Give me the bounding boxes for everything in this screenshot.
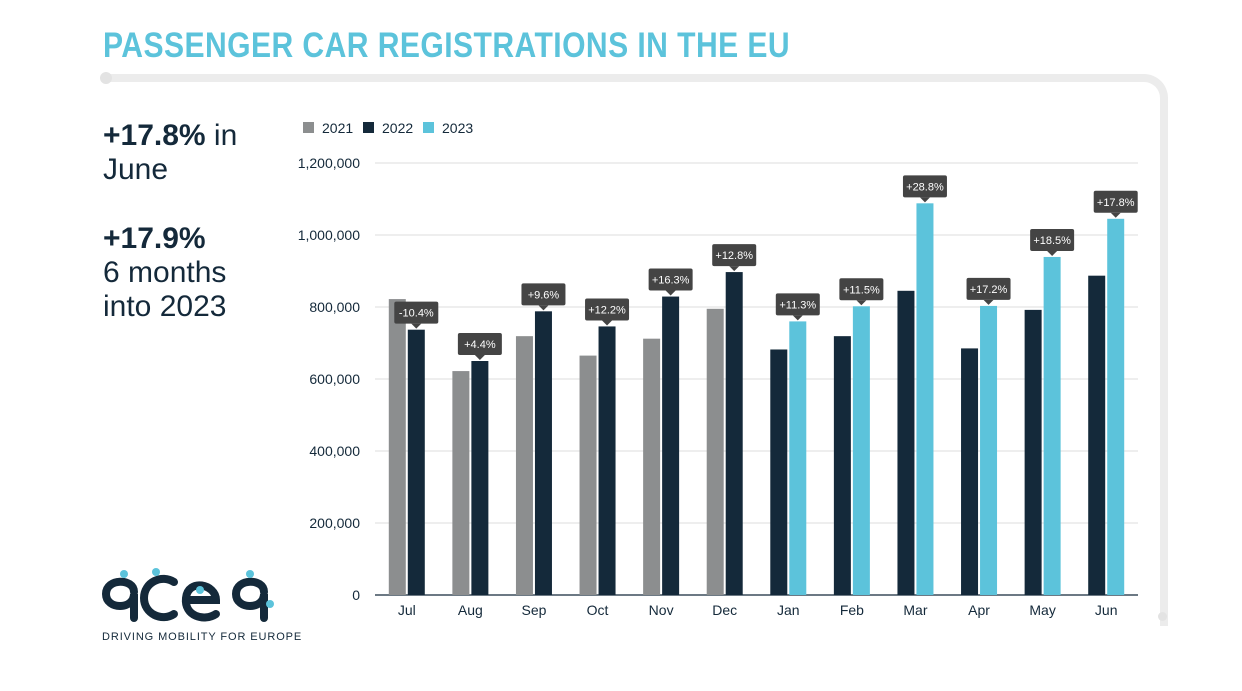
kpi-june-suffix: in June <box>103 119 238 186</box>
data-label: +4.4% <box>464 339 496 351</box>
bar-2022-dec <box>725 272 743 595</box>
bar-2022-jan <box>770 349 788 595</box>
callout-pointer <box>602 320 613 326</box>
callout-pointer <box>729 266 740 272</box>
acea-logo <box>101 568 274 622</box>
bar-2021-nov <box>643 338 661 595</box>
callout-box <box>966 277 1011 300</box>
legend-label-2021: 2021 <box>322 120 353 136</box>
y-tick-label: 400,000 <box>309 443 360 459</box>
x-tick-label: Jun <box>1095 602 1118 618</box>
callout-pointer <box>983 299 994 305</box>
callout-pointer <box>1047 250 1058 256</box>
kpi-june-value: +17.8% <box>103 119 206 152</box>
callout-box <box>521 283 566 306</box>
bar-2021-aug <box>452 371 470 595</box>
callout-pointer <box>792 315 803 321</box>
x-tick-label: Jan <box>777 602 800 618</box>
data-label: +11.5% <box>843 284 880 296</box>
bar-2022-sep <box>534 311 552 595</box>
bar-2022-jul <box>407 329 425 595</box>
callout-pointer <box>919 197 930 203</box>
bar-2021-jul <box>388 299 406 595</box>
callout-box <box>775 293 820 316</box>
kpi-june: +17.8% in June <box>103 119 273 187</box>
data-label: +9.6% <box>528 289 560 301</box>
bar-2023-jun <box>1107 218 1125 596</box>
legend-swatch-2023 <box>423 122 434 133</box>
kpi-ytd-value: +17.9% <box>103 222 206 255</box>
y-tick-label: 800,000 <box>309 299 360 315</box>
y-tick-label: 1,200,000 <box>298 155 360 171</box>
y-tick-label: 1,000,000 <box>298 227 360 243</box>
x-tick-label: Aug <box>458 602 483 618</box>
callout-pointer <box>665 290 676 296</box>
kpi-ytd-line2: into 2023 <box>103 290 227 323</box>
legend-swatch-2022 <box>363 122 374 133</box>
chart-frame <box>104 74 1168 626</box>
bar-2021-sep <box>515 336 533 595</box>
bar-2022-apr <box>961 348 979 595</box>
x-tick-label: Apr <box>968 602 990 618</box>
data-label: -10.4% <box>399 308 434 320</box>
bar-2021-oct <box>579 355 597 595</box>
callout-pointer <box>411 323 422 329</box>
callout-box <box>839 278 884 301</box>
bar-2023-may <box>1043 256 1061 595</box>
legend-label-2022: 2022 <box>382 120 413 136</box>
data-label: +28.8% <box>906 181 944 193</box>
bar-2023-mar <box>916 203 934 595</box>
data-label: +18.5% <box>1033 235 1071 247</box>
callout-pointer <box>1110 212 1121 218</box>
callout-box <box>712 244 757 267</box>
data-label: +16.3% <box>652 275 690 287</box>
callout-box <box>1030 228 1075 251</box>
x-tick-label: Nov <box>649 602 674 618</box>
bar-2022-feb <box>833 336 851 595</box>
bar-2022-mar <box>897 290 915 595</box>
x-tick-label: May <box>1029 602 1055 618</box>
data-label: +17.8% <box>1097 197 1135 209</box>
callout-box <box>585 298 630 321</box>
bar-2023-feb <box>852 306 870 595</box>
data-label: +17.2% <box>970 284 1008 296</box>
bar-2023-jan <box>789 321 807 595</box>
x-tick-label: Mar <box>903 602 927 618</box>
frame-dot-bottom <box>1158 612 1167 621</box>
frame-dot-left <box>100 72 112 84</box>
logo-tagline: DRIVING MOBILITY FOR EUROPE <box>102 631 303 643</box>
y-tick-label: 0 <box>352 587 360 603</box>
x-tick-label: Dec <box>712 602 737 618</box>
y-tick-label: 200,000 <box>309 515 360 531</box>
kpi-ytd: +17.9% 6 months into 2023 <box>103 222 273 324</box>
callout-pointer <box>474 355 485 360</box>
x-tick-label: Oct <box>587 602 609 618</box>
x-tick-label: Sep <box>521 602 546 618</box>
x-tick-label: Feb <box>840 602 864 618</box>
callout-box <box>457 333 502 355</box>
y-tick-label: 600,000 <box>309 371 360 387</box>
bar-2022-may <box>1024 309 1042 595</box>
data-label: +12.8% <box>715 250 753 262</box>
bar-2022-oct <box>598 326 616 595</box>
callout-pointer <box>856 300 867 306</box>
bar-2022-jun <box>1088 275 1106 595</box>
bar-2023-apr <box>980 305 998 595</box>
callout-pointer <box>538 305 549 311</box>
kpi-ytd-line1: 6 months <box>103 256 227 289</box>
bar-2022-aug <box>471 361 489 595</box>
callout-box <box>394 301 439 324</box>
legend-swatch-2021 <box>303 122 314 133</box>
bar-chart: 0 200,000 400,000 600,000 800,000 1,000,000 1,… <box>298 120 1138 618</box>
x-tick-label: Jul <box>398 602 416 618</box>
bar-2021-dec <box>706 308 724 595</box>
data-label: +12.2% <box>588 304 626 316</box>
callout-box <box>1093 190 1138 213</box>
bar-2022-nov <box>662 296 680 595</box>
page-title: PASSENGER CAR REGISTRATIONS IN THE EU <box>103 26 791 65</box>
callout-box <box>648 268 693 291</box>
callout-box <box>902 175 947 198</box>
legend-label-2023: 2023 <box>442 120 473 136</box>
data-label: +11.3% <box>779 299 816 311</box>
